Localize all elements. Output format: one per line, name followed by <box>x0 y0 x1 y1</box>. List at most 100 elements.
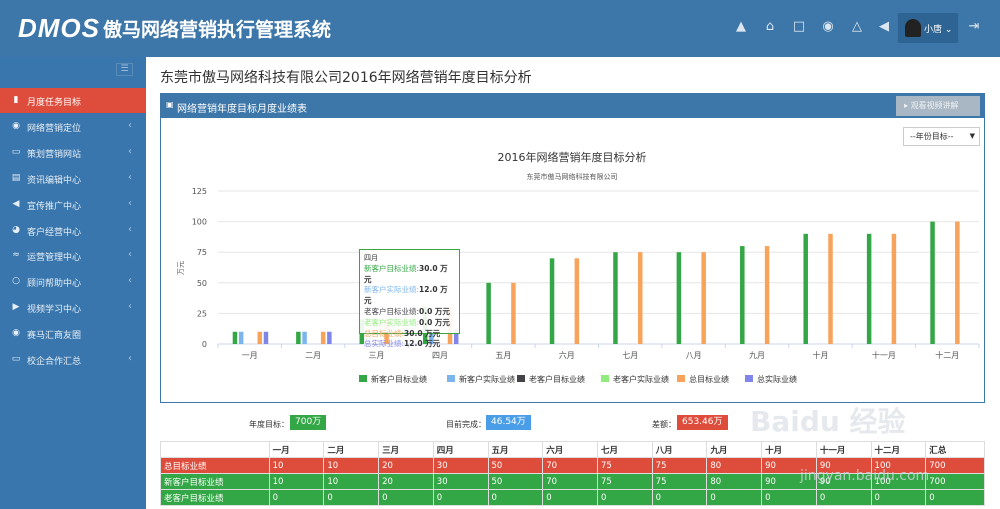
sidebar-item[interactable]: ◉ 赛马汇商友圈 <box>0 321 146 346</box>
bar[interactable] <box>238 331 244 344</box>
sidebar-item[interactable]: ○ 顾问帮助中心 ‹ <box>0 269 146 294</box>
bar[interactable] <box>263 331 269 344</box>
sidebar-item-label: 策划营销网站 <box>27 149 82 160</box>
legend-swatch[interactable] <box>447 375 455 382</box>
year-select[interactable]: --年份目标-- ▼ <box>903 127 980 146</box>
sidebar-item[interactable]: ≈ 运营管理中心 ‹ <box>0 243 146 268</box>
bar[interactable] <box>701 252 706 344</box>
x-tick-label: 十一月 <box>872 350 896 360</box>
table-header-cell: 汇总 <box>925 441 985 458</box>
table-header-row: 一月 二月 三月 四月 五月 六月 七月 八月 九月 十月 十一月 十二月 汇总 <box>160 441 985 458</box>
avatar <box>905 19 921 37</box>
bar[interactable] <box>453 329 459 344</box>
sidebar-item[interactable]: ◀ 宣传推广中心 ‹ <box>0 192 146 217</box>
table-cell: 0 <box>432 489 489 506</box>
bar[interactable] <box>803 233 808 344</box>
monitor-icon: ▭ <box>11 354 21 364</box>
sidebar-item[interactable]: ◕ 客户经营中心 ‹ <box>0 218 146 243</box>
chart-tooltip: 四月 新客户目标业绩:30.0 万元 新客户实际业绩:12.0 万元 老客户目标业绩:… <box>359 249 460 348</box>
bar[interactable] <box>232 331 238 344</box>
bar[interactable] <box>638 252 643 344</box>
bar[interactable] <box>429 329 434 344</box>
legend-swatch[interactable] <box>517 375 525 382</box>
bar[interactable] <box>257 331 263 344</box>
sidebar-toggle-button[interactable]: ☰ <box>116 63 133 76</box>
table-cell: 80 <box>706 457 763 474</box>
y-tick-label: 100 <box>192 218 207 227</box>
bar[interactable] <box>828 233 833 344</box>
legend-label[interactable]: 新客户目标业绩 <box>371 374 427 384</box>
y-tick-label: 50 <box>197 279 207 288</box>
car-icon[interactable]: △ <box>852 19 862 34</box>
home-icon[interactable]: ⌂ <box>765 19 775 34</box>
table-cell: 新客户目标业绩 <box>160 473 270 490</box>
legend-label[interactable]: 总目标业绩 <box>689 374 729 384</box>
bar[interactable] <box>302 331 307 344</box>
sidebar-item[interactable]: ▶ 视频学习中心 ‹ <box>0 295 146 320</box>
bar[interactable] <box>764 246 770 344</box>
bar[interactable] <box>955 221 960 344</box>
legend-label[interactable]: 老客户实际业绩 <box>613 374 669 384</box>
table-cell: 0 <box>651 489 708 506</box>
table-row: 老客户目标业绩 0 0 0 0 0 0 0 0 0 0 0 0 0 <box>160 489 985 506</box>
location-icon: ◉ <box>12 120 20 131</box>
table-cell: 10 <box>323 473 380 490</box>
table-cell: 0 <box>761 489 817 506</box>
speaker-icon[interactable]: ◀ <box>879 19 889 34</box>
sidebar-item-label: 网络营销定位 <box>27 123 82 134</box>
location-icon[interactable]: ◉ <box>822 19 834 34</box>
table-header-cell: 七月 <box>596 441 653 458</box>
table-cell: 75 <box>596 457 653 474</box>
legend-swatch[interactable] <box>359 375 367 382</box>
bar[interactable] <box>866 233 872 344</box>
chevron-left-icon: ‹ <box>128 197 132 209</box>
logout-icon[interactable]: ⇥ <box>968 19 980 34</box>
sidebar-item[interactable]: ▭ 校企合作汇总 ‹ <box>0 347 146 372</box>
ghost-icon[interactable]: ▲ <box>736 19 746 34</box>
x-tick-label: 四月 <box>432 351 448 360</box>
bar[interactable] <box>676 252 682 344</box>
legend-swatch[interactable] <box>677 375 685 382</box>
sidebar-item-label: 赛马汇商友圈 <box>27 331 82 342</box>
legend-label[interactable]: 总实际业绩 <box>757 374 797 384</box>
headset-icon: ◕ <box>12 224 20 235</box>
table-cell: 0 <box>323 489 380 506</box>
sidebar-item-label: 客户经营中心 <box>27 227 82 238</box>
x-tick-label: 五月 <box>495 351 511 360</box>
watch-video-button[interactable]: ▸ 观看视频讲解 <box>896 96 980 116</box>
document-icon: ▤ <box>11 172 21 183</box>
y-tick-label: 75 <box>197 248 207 257</box>
watermark-url: jingyan.baidu.com <box>800 468 930 484</box>
table-cell: 0 <box>870 489 927 506</box>
bar[interactable] <box>549 258 555 344</box>
bar[interactable] <box>296 331 301 344</box>
bar[interactable] <box>891 233 897 344</box>
sidebar-item[interactable]: ▤ 资讯编辑中心 ‹ <box>0 166 146 191</box>
bar[interactable] <box>320 331 326 344</box>
sidebar-item[interactable]: ◉ 网络营销定位 ‹ <box>0 114 146 139</box>
user-menu[interactable]: 小唐 ⌄ <box>898 13 958 43</box>
bar[interactable] <box>930 221 935 344</box>
folder-icon[interactable]: □ <box>792 19 806 34</box>
sidebar-item[interactable]: ▮ 月度任务目标 <box>0 88 146 113</box>
x-tick-label: 三月 <box>369 351 385 360</box>
tooltip-row: 总实际业绩:12.0 万元 <box>364 339 441 349</box>
table-cell: 90 <box>815 457 872 474</box>
bar[interactable] <box>740 246 745 344</box>
bar[interactable] <box>511 282 516 344</box>
legend-label[interactable]: 老客户目标业绩 <box>529 374 585 384</box>
bar[interactable] <box>613 252 618 344</box>
bar[interactable] <box>574 258 580 344</box>
sidebar-item[interactable]: ▭ 策划营销网站 ‹ <box>0 140 146 165</box>
help-icon: ○ <box>12 276 20 287</box>
table-header-cell: 八月 <box>651 441 708 458</box>
bar[interactable] <box>327 331 332 344</box>
legend-swatch[interactable] <box>745 375 753 382</box>
legend-swatch[interactable] <box>601 375 609 382</box>
table-cell: 30 <box>432 457 489 474</box>
legend-label[interactable]: 新客户实际业绩 <box>459 374 515 384</box>
table-cell: 70 <box>542 457 598 474</box>
table-cell: 20 <box>378 473 434 490</box>
bar[interactable] <box>486 282 491 344</box>
table-cell: 10 <box>323 457 380 474</box>
